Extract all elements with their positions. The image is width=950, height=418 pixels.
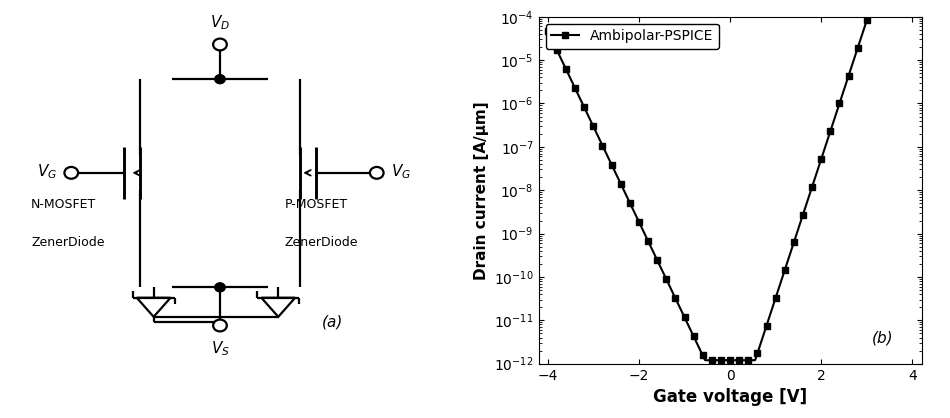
Text: ZenerDiode: ZenerDiode [284,236,358,249]
Text: $V_G$: $V_G$ [37,163,57,181]
Text: ZenerDiode: ZenerDiode [31,236,104,249]
Circle shape [215,283,225,292]
Y-axis label: Drain current [A/μm]: Drain current [A/μm] [474,101,488,280]
Circle shape [65,167,78,179]
Text: P-MOSFET: P-MOSFET [284,198,348,211]
X-axis label: Gate voltage [V]: Gate voltage [V] [653,388,808,406]
Circle shape [213,320,227,331]
Text: $V_S$: $V_S$ [211,339,229,358]
Legend: Ambipolar-PSPICE: Ambipolar-PSPICE [545,24,719,49]
Text: (a): (a) [322,314,343,329]
Circle shape [213,38,227,51]
Circle shape [215,75,225,84]
Text: (b): (b) [872,331,893,346]
Text: $V_D$: $V_D$ [210,14,230,32]
Circle shape [370,167,384,179]
Text: N-MOSFET: N-MOSFET [31,198,96,211]
Text: $V_G$: $V_G$ [390,163,411,181]
